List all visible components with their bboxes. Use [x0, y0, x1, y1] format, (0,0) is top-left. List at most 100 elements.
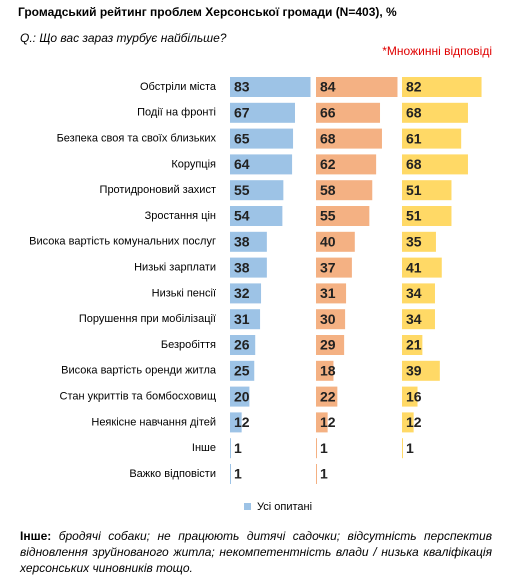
footnote-label: Інше: — [20, 529, 52, 543]
annotation: *Множинні відповіді — [382, 44, 492, 58]
value-label: 55 — [320, 208, 336, 224]
bar — [316, 464, 317, 484]
value-label: 29 — [320, 337, 336, 353]
bar — [230, 438, 231, 459]
bar — [402, 309, 435, 330]
value-label: 22 — [320, 388, 336, 404]
footnote: Інше: бродячі собаки; не працюють дитячі… — [20, 528, 492, 576]
bar — [402, 335, 423, 355]
value-label: 1 — [234, 466, 242, 482]
bar — [316, 283, 347, 304]
value-label: 51 — [406, 208, 422, 224]
category-label: Неякісне навчання дітей — [91, 416, 216, 428]
legend-label: Усі опитані — [257, 501, 312, 513]
value-label: 1 — [406, 440, 414, 456]
category-label: Порушення при мобілізації — [79, 313, 216, 325]
bar — [230, 386, 250, 407]
bar — [230, 335, 256, 355]
bar — [316, 206, 370, 226]
value-label: 34 — [406, 285, 422, 301]
subtitle: Q.: Що вас зараз турбує найбільше? — [20, 31, 227, 45]
value-label: 26 — [234, 337, 250, 353]
bar — [402, 360, 440, 381]
value-label: 30 — [320, 311, 336, 327]
value-label: 65 — [234, 130, 250, 146]
bar — [316, 154, 377, 175]
value-label: 41 — [406, 259, 422, 275]
category-label: Важко відповісти — [129, 468, 216, 480]
value-label: 1 — [320, 440, 328, 456]
category-label: Корупція — [171, 158, 216, 170]
bar — [230, 180, 284, 201]
bar — [402, 128, 462, 149]
bar — [402, 77, 482, 97]
bar — [230, 360, 255, 381]
bar — [402, 386, 418, 407]
bar — [316, 128, 382, 149]
value-label: 84 — [320, 79, 336, 95]
bar — [316, 412, 328, 433]
bar — [402, 283, 435, 304]
category-label: Висока вартість оренди житла — [61, 365, 217, 377]
value-label: 34 — [406, 311, 422, 327]
bar — [230, 154, 293, 175]
value-label: 16 — [406, 388, 422, 404]
value-label: 37 — [320, 259, 336, 275]
value-label: 58 — [320, 182, 336, 198]
bar — [230, 102, 295, 123]
value-label: 21 — [406, 337, 422, 353]
value-label: 1 — [320, 466, 328, 482]
value-label: 18 — [320, 363, 336, 379]
bar — [230, 206, 283, 226]
bar — [230, 231, 267, 252]
value-label: 12 — [234, 414, 250, 430]
value-label: 51 — [406, 182, 422, 198]
bar — [230, 257, 267, 278]
value-label: 62 — [320, 156, 336, 172]
bar — [230, 283, 262, 304]
value-label: 12 — [406, 414, 422, 430]
value-label: 39 — [406, 363, 422, 379]
value-label: 68 — [406, 156, 422, 172]
category-label: Висока вартість комунальних послуг — [29, 236, 216, 248]
category-label: Низькі зарплати — [134, 262, 216, 274]
bar — [230, 464, 231, 484]
bar — [316, 438, 317, 459]
chart-title: Громадський рейтинг проблем Херсонської … — [18, 5, 397, 19]
value-label: 68 — [406, 105, 422, 121]
value-label: 31 — [320, 285, 336, 301]
bar — [316, 77, 398, 97]
value-label: 12 — [320, 414, 336, 430]
value-label: 61 — [406, 130, 422, 146]
category-label: Події на фронті — [137, 107, 216, 119]
category-label: Безпека своя та своїх близьких — [57, 133, 217, 145]
value-label: 35 — [406, 234, 422, 250]
bar — [316, 360, 334, 381]
category-label: Інше — [192, 442, 216, 454]
value-label: 82 — [406, 79, 422, 95]
value-label: 83 — [234, 79, 250, 95]
value-label: 1 — [234, 440, 242, 456]
bar — [402, 231, 436, 252]
value-label: 55 — [234, 182, 250, 198]
bar — [316, 102, 381, 123]
bar — [402, 206, 452, 226]
value-label: 67 — [234, 105, 250, 121]
value-label: 68 — [320, 130, 336, 146]
value-label: 54 — [234, 208, 250, 224]
bar — [230, 77, 311, 97]
value-label: 20 — [234, 388, 250, 404]
bar — [402, 180, 452, 201]
bar — [230, 309, 261, 330]
value-label: 64 — [234, 156, 250, 172]
bar — [316, 335, 345, 355]
bar — [316, 180, 373, 201]
bar — [316, 386, 338, 407]
bar — [316, 257, 352, 278]
chart: Громадський рейтинг проблем Херсонської … — [18, 5, 492, 513]
category-label: Зростання цін — [145, 210, 216, 222]
bar — [402, 102, 468, 123]
category-label: Протидроновий захист — [100, 184, 216, 196]
bar — [402, 154, 468, 175]
